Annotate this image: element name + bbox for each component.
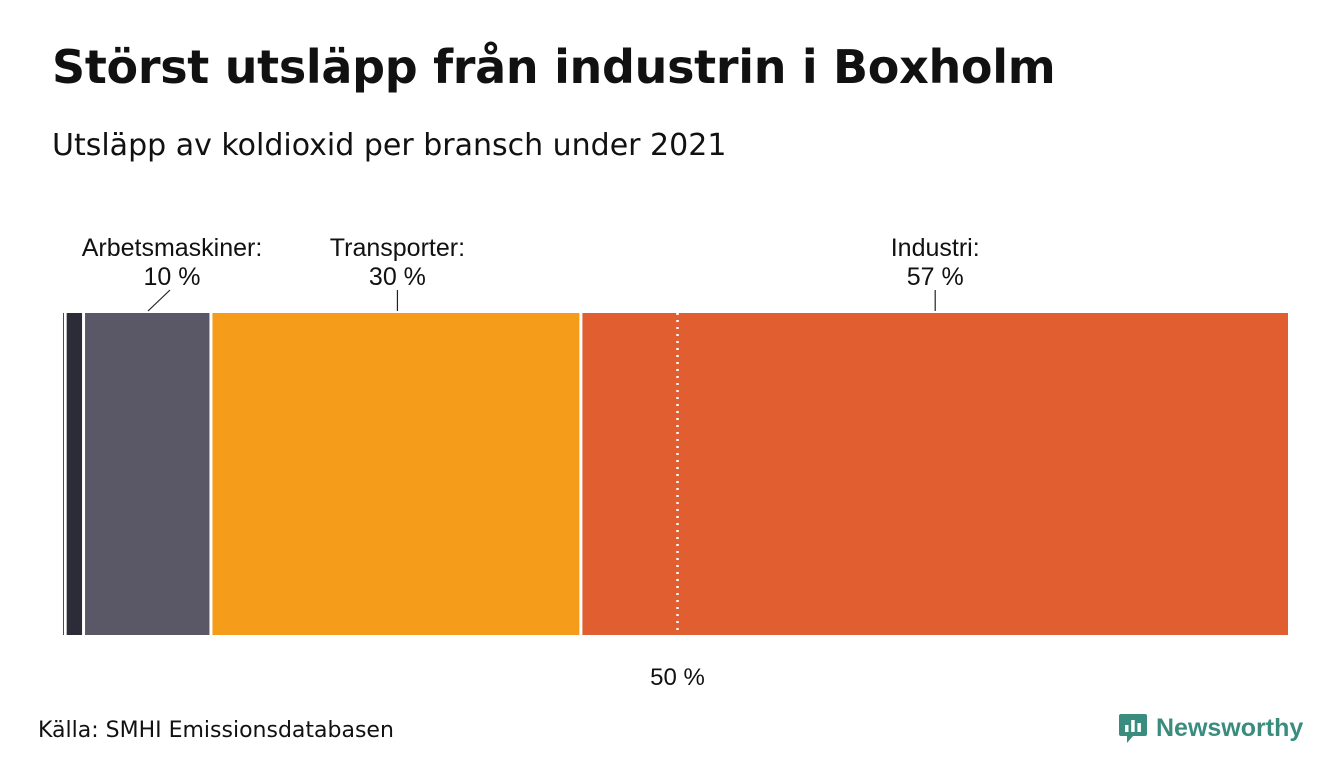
bar-segment-industri — [582, 313, 1288, 635]
brand-name: Newsworthy — [1156, 713, 1304, 742]
bar-segment-ovrigt-2 — [66, 313, 83, 635]
bar-segment-arbetsmaskiner — [85, 313, 210, 635]
bar-segment-transporter — [212, 313, 580, 635]
chart-subtitle: Utsläpp av koldioxid per bransch under 2… — [52, 128, 727, 163]
segment-label: Transporter: — [330, 234, 465, 262]
stacked-bar-chart: Arbetsmaskiner:10 % Transporter:30 % Indus… — [63, 234, 1288, 691]
segment-callouts: Arbetsmaskiner:10 % Transporter:30 % Indus… — [82, 234, 980, 312]
brand-logo: Newsworthy — [1118, 712, 1303, 744]
segment-label: Industri: — [891, 234, 980, 262]
chart-title: Störst utsläpp från industrin i Boxholm — [52, 40, 1056, 94]
segment-value-label: 30 % — [369, 263, 426, 291]
bar-segments — [63, 313, 1288, 635]
segment-value-label: 10 % — [144, 263, 201, 291]
bar-segment-ovrigt-1 — [63, 313, 64, 635]
callout-line — [147, 289, 171, 312]
source-note: Källa: SMHI Emissionsdatabasen — [38, 718, 394, 743]
segment-label: Arbetsmaskiner: — [82, 234, 263, 262]
newsworthy-logo-icon — [1119, 714, 1147, 743]
segment-value-label: 57 % — [907, 263, 964, 291]
reference-line-label: 50 % — [650, 664, 705, 691]
